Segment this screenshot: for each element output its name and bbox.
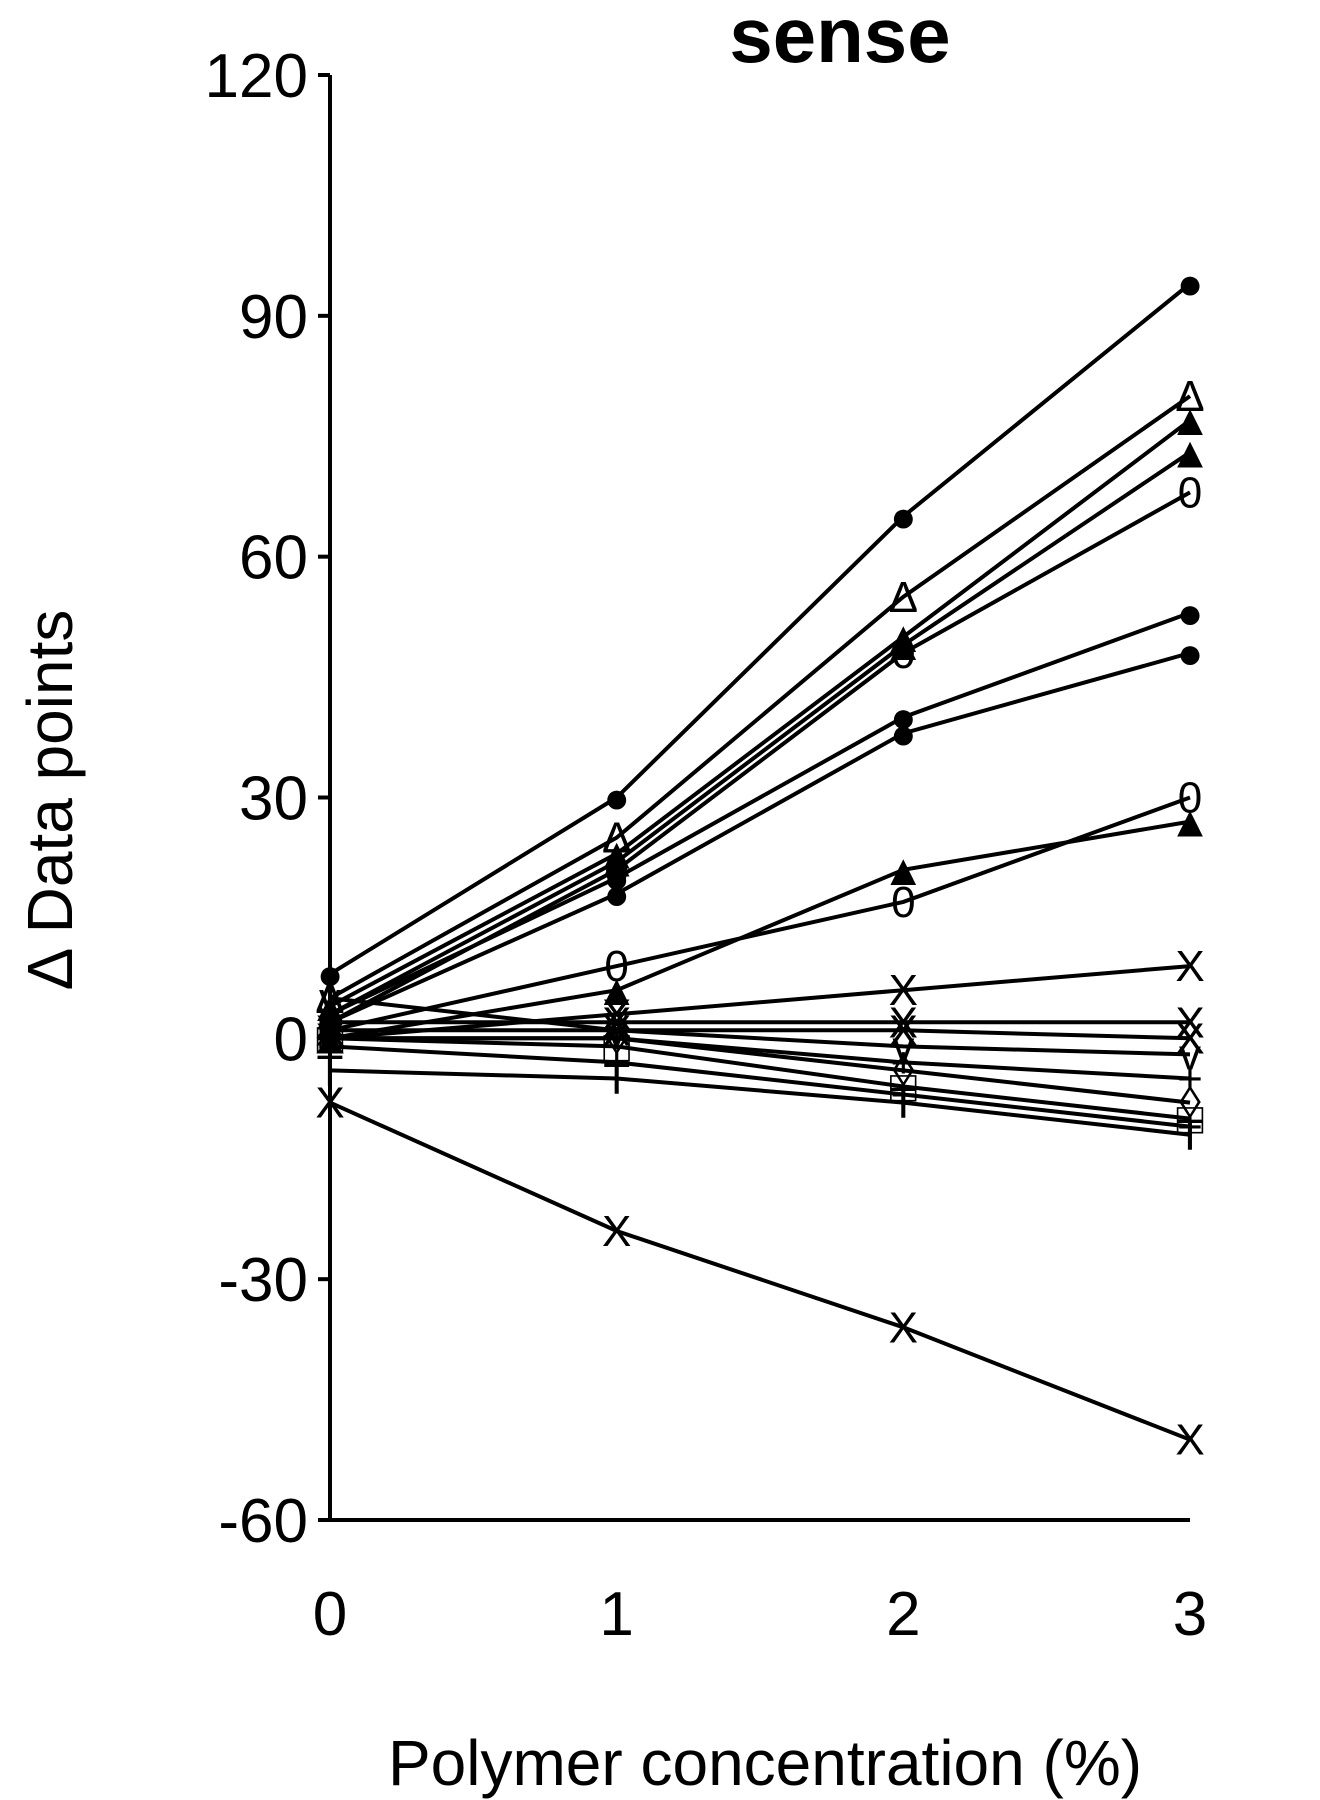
series-line	[329, 1036, 1191, 1121]
data-point: ●	[603, 870, 630, 919]
data-point: 0	[604, 942, 628, 991]
series-line	[330, 1036, 1191, 1105]
data-point: +	[890, 1038, 916, 1087]
data-point: ●	[317, 950, 344, 999]
x-tick-label: 3	[1173, 1580, 1207, 1649]
data-point: v	[1179, 1030, 1201, 1079]
y-tick-label: -30	[218, 1246, 308, 1315]
data-point: □	[317, 1014, 344, 1063]
data-point: X	[889, 966, 918, 1015]
series-line	[330, 1028, 1191, 1041]
y-tick-label: -60	[218, 1487, 308, 1556]
data-point: X	[1175, 942, 1204, 991]
series-line	[329, 450, 1192, 1017]
data-point: ●	[603, 774, 630, 823]
series-line	[329, 819, 1191, 1041]
series-line	[329, 651, 1191, 1025]
data-point: X	[315, 1079, 344, 1128]
data-point: +	[1177, 1103, 1203, 1152]
data-point: X	[602, 1207, 631, 1256]
data-point: ◊	[1179, 1079, 1201, 1128]
chart-title: sense	[729, 0, 950, 79]
data-point: X	[1175, 1416, 1204, 1465]
series-line	[329, 964, 1191, 1041]
y-axis-title: Δ Data points	[14, 610, 86, 991]
data-point: Δ	[889, 573, 918, 622]
data-point: ●	[1177, 589, 1204, 638]
data-point: +	[890, 1071, 916, 1120]
data-point: X	[889, 1303, 918, 1352]
data-point: +	[604, 1038, 630, 1087]
series-15: ◊ ◊◊◊	[319, 1014, 1201, 1127]
data-point: 0	[604, 846, 628, 895]
series-8: 0 0 0 0	[318, 774, 1202, 1056]
series-1: ●●●●	[317, 260, 1204, 999]
data-point: T	[1177, 1111, 1204, 1160]
data-point: X	[889, 998, 918, 1047]
series-line	[329, 611, 1191, 1017]
data-point: ▲	[1168, 428, 1212, 477]
x-tick-label: 1	[599, 1580, 633, 1649]
data-point: 0	[891, 878, 915, 927]
series-line	[329, 1100, 1191, 1442]
data-point: ◊	[606, 1014, 628, 1063]
data-point: ●	[1177, 629, 1204, 678]
data-point: ●	[890, 709, 917, 758]
series-line	[329, 795, 1191, 1033]
y-axis-ticks: 120 90 60 30 0 -30 -60	[205, 42, 330, 1556]
series-19: X X X X	[315, 1079, 1204, 1465]
data-point: ●	[1177, 260, 1204, 309]
data-point: T	[317, 1046, 344, 1095]
series-line	[329, 1068, 1191, 1137]
data-point: ▲	[1168, 798, 1212, 847]
data-point: T	[890, 1079, 917, 1128]
data-point: v	[319, 974, 341, 1023]
data-point: v	[606, 1006, 628, 1055]
data-point: ▲	[1168, 396, 1212, 445]
data-point: ◊	[892, 1046, 914, 1095]
series-7: ● ● ● ●	[317, 629, 1204, 1047]
data-point: 0	[1178, 468, 1202, 517]
y-tick-label: 0	[274, 1005, 308, 1074]
series-line	[329, 490, 1191, 1025]
data-point: ●	[890, 493, 917, 542]
y-tick-label: 30	[239, 765, 308, 834]
x-tick-label: 0	[313, 1580, 347, 1649]
data-point: 0	[891, 629, 915, 678]
data-point: Δ	[1175, 372, 1204, 421]
series-13: v v v v	[319, 974, 1201, 1079]
data-point: 0	[1178, 774, 1202, 823]
series-5: 0 0 0 0	[318, 468, 1202, 1047]
series-line	[329, 1044, 1191, 1129]
y-tick-label: 90	[239, 283, 308, 352]
series-line	[328, 282, 1192, 976]
x-tick-label: 2	[886, 1580, 920, 1649]
data-point: ▲	[882, 846, 926, 895]
data-point: v	[892, 1022, 914, 1071]
series-18: + +++	[317, 1022, 1203, 1151]
series-line	[329, 394, 1192, 1000]
series-line	[329, 996, 1191, 1057]
y-tick-label: 60	[239, 524, 308, 593]
x-axis-title: Polymer concentration (%)	[388, 1727, 1142, 1799]
series-line	[329, 418, 1192, 1008]
data-point: +	[1177, 1054, 1203, 1103]
y-tick-label: 120	[205, 42, 308, 111]
x-axis-ticks: 0 1 2 3	[313, 1580, 1207, 1649]
data-point: +	[317, 1022, 343, 1071]
data-point: ▲	[595, 966, 639, 1015]
series-17: T T TT	[317, 1046, 1204, 1159]
